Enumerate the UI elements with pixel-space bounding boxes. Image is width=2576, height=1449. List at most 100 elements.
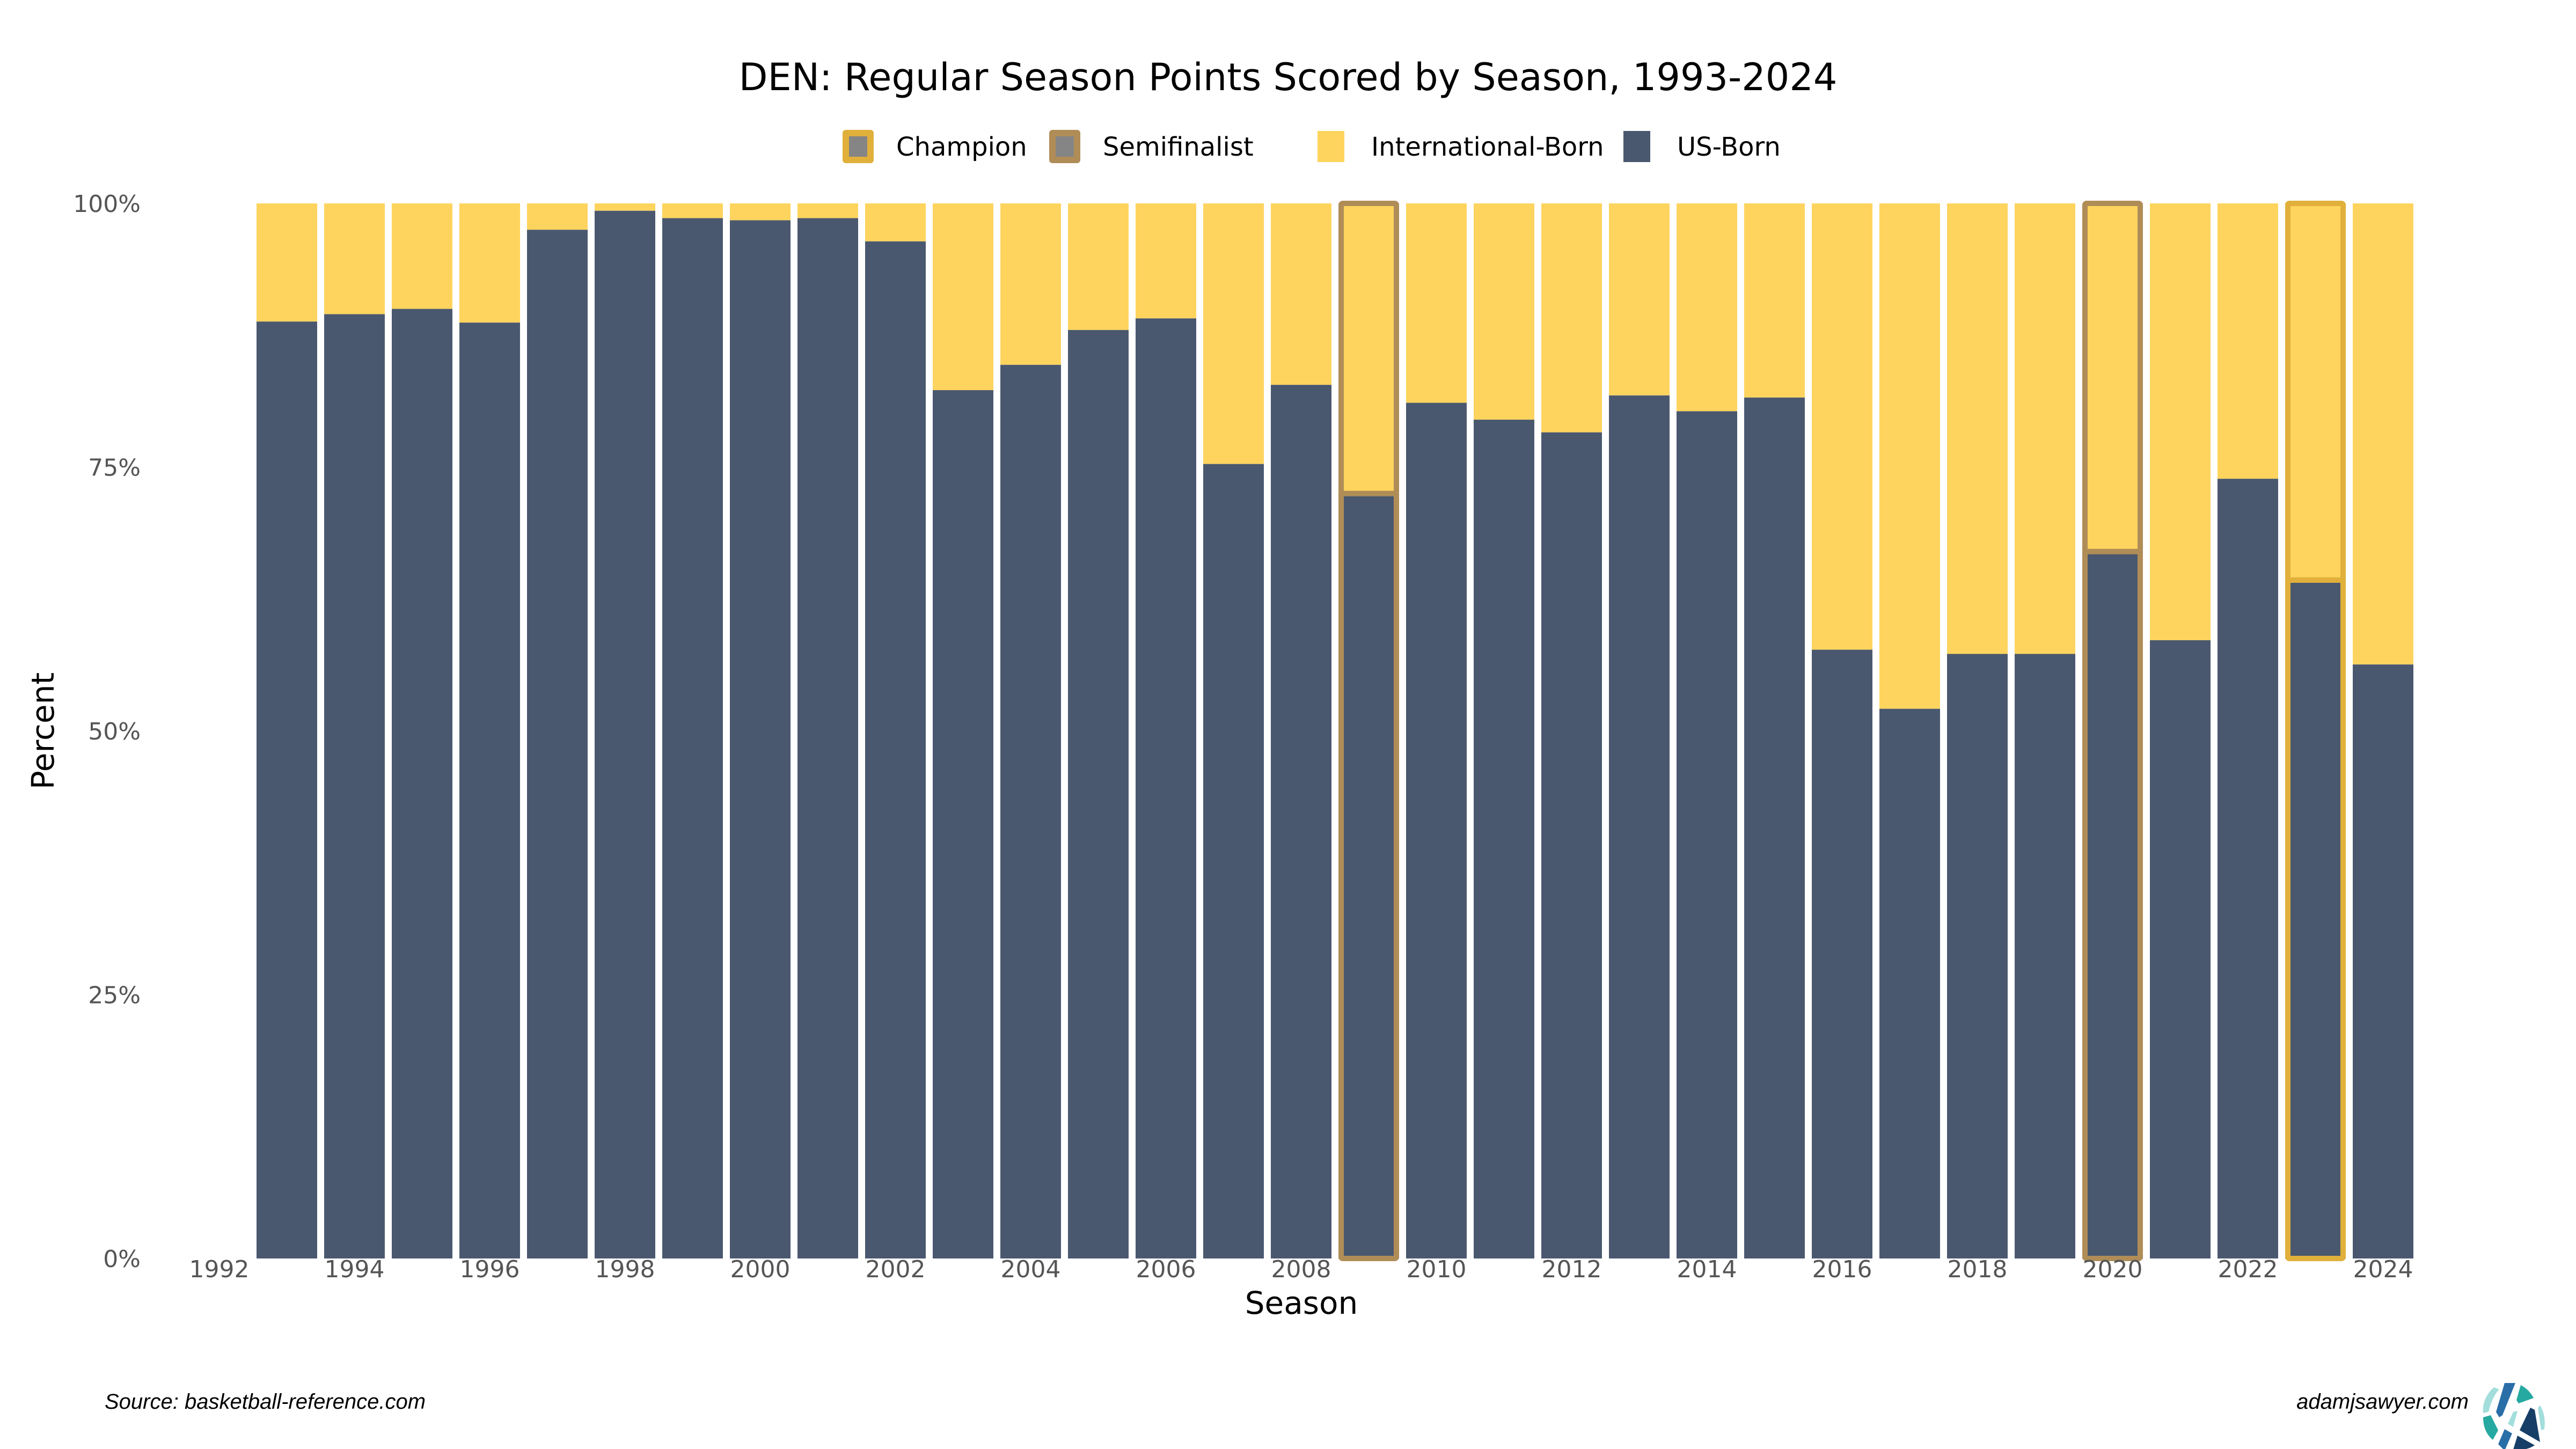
bar-international-born-2009 [1338,203,1399,494]
y-axis-title: Percent [25,672,61,789]
bar-international-born-2017 [1879,203,1940,709]
bar-international-born-2018 [1947,203,2008,654]
site-credit[interactable]: adamjsawyer.com [2296,1390,2469,1414]
bar-international-born-2020 [2082,203,2143,552]
bar-us-born-1998 [595,210,655,1259]
y-axis-ticks: 0% 25% 50% 75% 100% [73,191,141,1273]
bar-us-born-2008 [1271,385,1331,1258]
x-tick-label: 2012 [1542,1256,1602,1283]
bar-international-born-2004 [1000,203,1061,365]
legend-item-semifinalist: Semifinalist [1049,130,1254,163]
bar-international-born-1998 [595,203,655,211]
bar-us-born-1996 [459,323,520,1259]
highlight-outlines [1338,201,2346,1261]
y-tick-label: 0% [103,1246,141,1273]
y-tick-label: 100% [73,191,141,218]
x-tick-label: 2024 [2353,1256,2413,1283]
bar-us-born-2009 [1338,493,1399,1258]
bar-us-born-2021 [2150,640,2211,1258]
x-tick-label: 1992 [189,1256,250,1283]
bar-international-born-2021 [2150,203,2211,640]
x-tick-label: 2020 [2083,1256,2143,1283]
legend-label: US-Born [1677,132,1781,162]
bar-us-born-1999 [662,218,723,1259]
bar-us-born-2006 [1136,318,1196,1259]
bar-us-born-2018 [1947,654,2008,1258]
bar-international-born-1995 [392,203,452,309]
bar-international-born-1997 [527,203,588,230]
outline-semifinalist-us-2020 [2082,548,2143,1261]
bar-international-born-2001 [797,203,858,218]
bar-international-born-2023 [2285,203,2346,580]
bar-us-born-1997 [527,230,588,1258]
bar-us-born-2022 [2218,479,2278,1258]
source-note: Source: basketball-reference.com [105,1390,426,1414]
bar-us-born-2004 [1000,364,1061,1258]
x-tick-label: 2006 [1136,1256,1196,1283]
outline-champion-us-2023 [2285,577,2346,1261]
bar-us-born-2012 [1541,432,1602,1258]
chart-title: DEN: Regular Season Points Scored by Sea… [739,55,1838,99]
legend-item-international-born: International-Born [1318,131,1604,162]
x-tick-label: 1994 [325,1256,385,1283]
bar-international-born-2006 [1136,203,1196,319]
bar-us-born-2003 [933,390,993,1259]
bar-international-born-2012 [1541,203,1602,433]
bar-us-born-2007 [1203,464,1264,1258]
bar-us-born-2020 [2082,551,2143,1258]
y-tick-label: 75% [88,455,141,482]
x-tick-label: 2014 [1677,1256,1737,1283]
bar-us-born-1994 [324,314,385,1259]
bar-international-born-2003 [933,203,993,390]
bar-international-born-2014 [1677,203,1737,412]
bar-us-born-2016 [1812,649,1872,1258]
bar-us-born-2011 [1474,420,1534,1258]
bar-us-born-2019 [2015,654,2075,1258]
bar-international-born-2002 [865,203,926,241]
bar-us-born-2010 [1406,402,1467,1258]
bar-us-born-2002 [865,241,926,1258]
site-logo-icon [2483,1383,2545,1449]
bar-international-born-1999 [662,203,723,218]
bar-international-born-2000 [730,203,791,221]
legend-label: Champion [896,132,1027,162]
x-tick-label: 1998 [595,1256,655,1283]
legend-swatch [1623,131,1650,162]
x-tick-label: 2016 [1812,1256,1872,1283]
bar-international-born-2013 [1609,203,1670,396]
x-axis-ticks: 1992 1994 1996 1998 2000 2002 2004 2006 2008 2010… [189,1256,2413,1283]
x-tick-label: 1996 [460,1256,520,1283]
bar-us-born-1995 [392,309,452,1258]
legend-item-champion: Champion [843,130,1027,163]
bar-international-born-1996 [459,203,520,323]
x-tick-label: 2018 [1948,1256,2008,1283]
legend-label: International-Born [1371,132,1604,162]
bar-us-born-2013 [1609,395,1670,1258]
bar-international-born-2022 [2218,203,2278,479]
x-tick-label: 2004 [1001,1256,1061,1283]
x-tick-label: 2010 [1407,1256,1467,1283]
bar-international-born-2024 [2353,203,2413,665]
bar-international-born-2019 [2015,203,2075,654]
bar-international-born-2005 [1068,203,1129,330]
bar-international-born-2010 [1406,203,1467,403]
bar-us-born-2023 [2285,580,2346,1258]
bar-international-born-2008 [1271,203,1331,385]
bar-us-born-2024 [2353,664,2413,1258]
bar-international-born-2007 [1203,203,1264,464]
bar-international-born-2011 [1474,203,1534,420]
bar-us-born-2015 [1744,397,1805,1258]
bar-us-born-2001 [797,218,858,1259]
legend-item-us-born: US-Born [1623,131,1781,162]
bars [257,203,2413,1259]
legend-swatch-inner [849,136,867,157]
legend-label: Semifinalist [1103,132,1254,162]
y-tick-label: 25% [88,982,141,1009]
x-tick-label: 2008 [1271,1256,1331,1283]
y-tick-label: 50% [88,718,141,745]
bar-us-born-1993 [257,321,317,1258]
bar-us-born-2017 [1879,708,1940,1258]
legend-swatch [1318,131,1344,162]
bar-international-born-2016 [1812,203,1872,650]
